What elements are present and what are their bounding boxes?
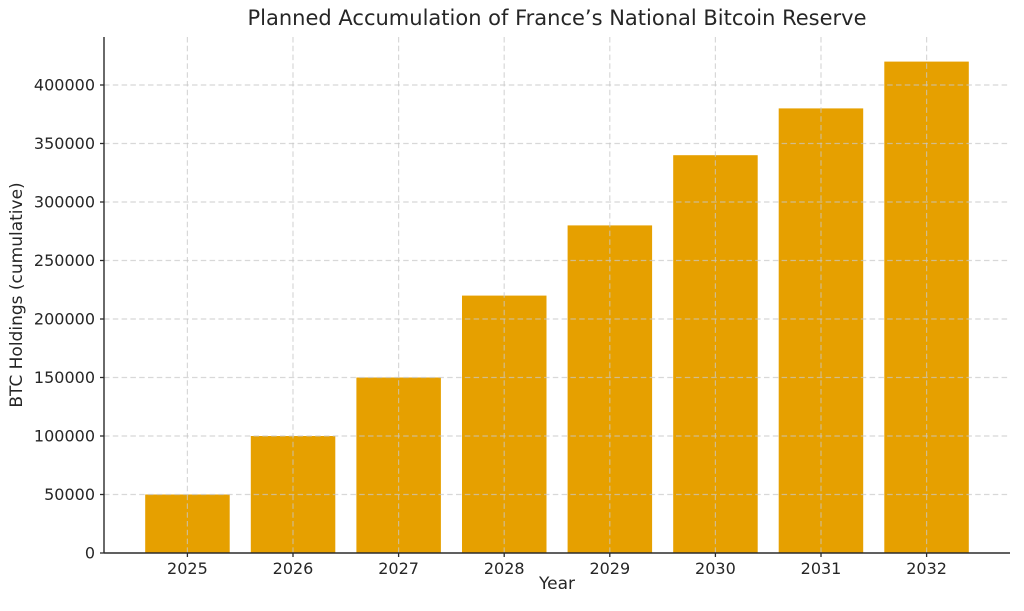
x-tick-label-2032: 2032 — [906, 559, 947, 578]
y-tick-label-0: 0 — [85, 544, 95, 563]
x-tick-label-2029: 2029 — [589, 559, 630, 578]
y-tick-label-150000: 150000 — [34, 368, 95, 387]
bar-2027 — [356, 377, 441, 553]
y-tick-label-350000: 350000 — [34, 134, 95, 153]
x-tick-label-2027: 2027 — [378, 559, 419, 578]
x-tick-label-2031: 2031 — [801, 559, 842, 578]
x-tick-label-2030: 2030 — [695, 559, 736, 578]
x-tick-label-2028: 2028 — [484, 559, 525, 578]
y-tick-label-300000: 300000 — [34, 193, 95, 212]
y-tick-label-400000: 400000 — [34, 76, 95, 95]
y-tick-label-50000: 50000 — [44, 485, 95, 504]
y-tick-label-100000: 100000 — [34, 427, 95, 446]
x-axis-label: Year — [539, 574, 575, 594]
y-tick-label-250000: 250000 — [34, 251, 95, 270]
y-tick-label-200000: 200000 — [34, 310, 95, 329]
x-tick-label-2026: 2026 — [273, 559, 314, 578]
chart-title: Planned Accumulation of France’s Nationa… — [247, 6, 867, 30]
x-tick-label-2025: 2025 — [167, 559, 208, 578]
